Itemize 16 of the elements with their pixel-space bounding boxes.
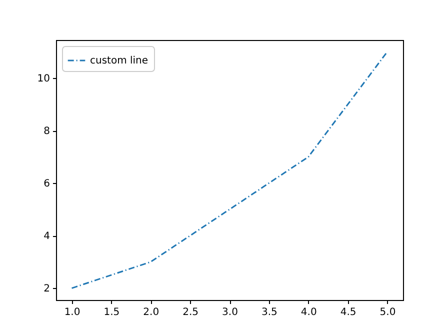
y-tick-label: 6 [44, 178, 50, 190]
y-tick-label: 4 [44, 231, 50, 242]
x-tick-label: 4.0 [300, 307, 317, 318]
x-tick-label: 1.5 [104, 307, 120, 318]
x-tick-label: 5.0 [380, 307, 396, 318]
x-tick-label: 3.0 [222, 307, 238, 318]
line-series [71, 51, 388, 289]
y-tick-label: 8 [44, 126, 50, 138]
x-tick-label: 2.0 [143, 307, 160, 318]
x-tick-label: 3.5 [261, 307, 278, 318]
y-tick-label: 10 [37, 74, 50, 85]
legend-label: custom line [90, 56, 148, 66]
x-tick-label: 4.5 [340, 307, 356, 318]
y-tick-label: 2 [44, 284, 50, 295]
x-tick-label: 2.5 [182, 307, 199, 318]
x-tick-label: 1.0 [64, 307, 80, 318]
